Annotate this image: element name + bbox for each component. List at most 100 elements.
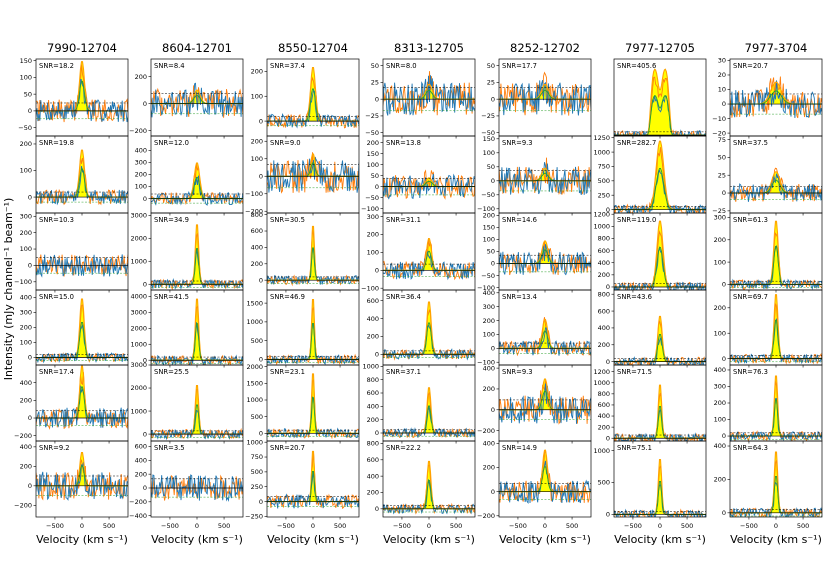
panel-plot-area [151,298,243,365]
snr-label: SNR=14.6 [502,216,537,224]
spectrum-panel: −50 −25 0 25 50 SNR=17.7 [481,58,592,139]
panel-plot-area [383,71,475,116]
y-tick-label: 0 [606,511,610,519]
y-tick-label: 400 [483,364,495,372]
y-tick-label: −25 [712,207,726,215]
y-tick-label: 100 [483,331,495,339]
spectrum-orange [36,64,128,123]
x-tick-label: 500 [450,522,462,530]
y-tick-label: 0 [491,260,495,268]
spectrum-orange [730,381,822,441]
spectrum-panel: −200 0 200 400 SNR=14.9 [477,440,592,520]
spectrum-blue [151,248,243,290]
x-axis-label: Velocity (km s⁻¹) [730,533,822,546]
x-tick-label: −500 [161,522,179,530]
column-title: 7977-3704 [745,41,808,55]
y-tick-label: −50 [481,129,495,137]
y-tick-label: 30 [718,57,726,65]
y-tick-label: 400 [598,324,610,332]
y-tick-label: 200 [20,140,32,148]
spectrum-orange [383,390,475,439]
x-tick-label: −500 [277,522,295,530]
spectrum-panel: −100 0 100 200 300 SNR=31.1 [361,212,476,293]
snr-label: SNR=18.2 [39,62,74,70]
panel-plot-area [36,298,128,364]
y-tick-label: 0 [722,355,726,363]
column-title: 8252-12702 [510,41,580,55]
y-tick-label: 0 [28,107,32,115]
column-title: 7977-12705 [625,41,695,55]
y-tick-label: 0 [375,183,379,191]
snr-label: SNR=9.2 [39,444,70,452]
spectrum-blue [267,471,359,509]
snr-label: SNR=69.7 [733,293,768,301]
snr-label: SNR=20.7 [270,444,305,452]
y-tick-label: 0 [606,358,610,366]
y-tick-label: 0 [606,283,610,291]
panel-plot-area [36,365,128,430]
y-tick-label: −25 [481,112,495,120]
y-tick-label: 200 [483,212,495,220]
spectrum-orange [730,167,822,202]
y-tick-label: 1000 [130,407,147,415]
y-tick-label: 400 [20,379,32,387]
spectrum-orange [36,303,128,363]
spectrum-blue [151,82,243,118]
spectrum-panel: 0 200 400 600 800 SNR=43.6 [598,289,707,368]
y-tick-label: 0 [259,276,263,284]
panel-plot-area [383,460,475,515]
y-tick-label: 0 [143,484,147,492]
y-tick-label: 300 [367,213,379,221]
line-fill [151,385,243,435]
snr-label: SNR=25.5 [154,368,189,376]
line-fill [383,387,475,433]
y-tick-label: 200 [483,464,495,472]
line-fill [383,238,475,271]
spectrum-blue [499,460,591,505]
spectrum-panel: 0 500 1000 1500 2000 SNR=23.1 [246,363,360,444]
spectrum-panel: 0 500 1000 SNR=75.1 [593,440,707,520]
x-tick-label: −500 [509,522,527,530]
spectrum-blue [383,250,475,281]
spectrum-panel: 0 250 500 750 1000 1250 SNR=282.7 [593,134,707,216]
line-fill [499,450,591,492]
y-tick-label: 100 [135,183,147,191]
panel-plot-area [730,167,822,202]
y-tick-label: 600 [598,401,610,409]
line-fill [614,141,706,210]
panel-plot-area [499,317,591,357]
snr-label: SNR=17.4 [39,368,74,376]
y-tick-label: 0 [375,429,379,437]
y-tick-label: 100 [714,416,726,424]
spectrum-blue [499,383,591,424]
y-tick-label: 1200 [593,368,610,376]
panel-plot-area [383,169,475,200]
y-tick-label: 250 [251,483,263,491]
snr-label: SNR=46.9 [270,293,305,301]
y-tick-label: 100 [483,149,495,157]
y-tick-label: 25 [718,171,726,179]
x-tick-label: −500 [740,522,758,530]
y-tick-label: 1000 [362,363,379,371]
snr-label: SNR=17.7 [502,62,537,70]
y-tick-label: 400 [367,403,379,411]
spectrum-blue [614,484,706,517]
y-tick-label: 4000 [130,293,147,301]
snr-label: SNR=22.2 [386,444,421,452]
spectrum-blue [730,80,822,119]
spectrum-blue [614,95,706,136]
panel-plot-area [267,66,359,129]
y-tick-label: 100 [20,339,32,347]
y-tick-label: 600 [598,307,610,315]
y-tick-label: 600 [367,297,379,305]
y-tick-label: 200 [714,304,726,312]
y-tick-label: 0 [143,430,147,438]
snr-label: SNR=3.5 [154,444,185,452]
y-tick-label: 10 [718,86,726,94]
y-tick-label: 50 [487,163,495,171]
y-tick-label: 200 [20,229,32,237]
snr-label: SNR=37.5 [733,139,768,147]
y-tick-label: 400 [598,259,610,267]
spectrum-panel: −100 0 100 200 300 SNR=10.3 [14,212,129,293]
snr-label: SNR=75.1 [617,444,652,452]
